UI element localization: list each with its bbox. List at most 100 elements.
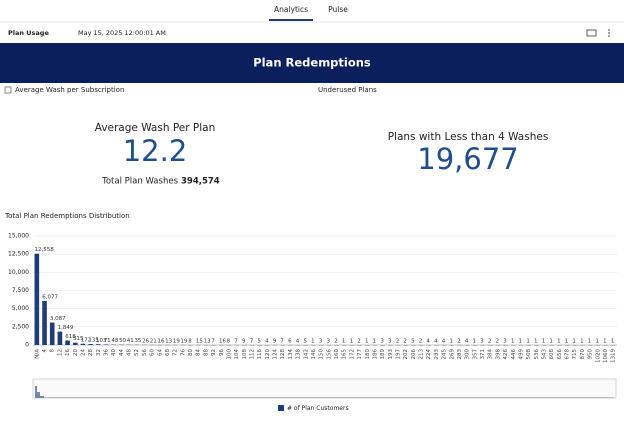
data-label: 6 — [288, 338, 292, 344]
data-label: 3 — [319, 338, 323, 344]
x-tick-label: 24 — [80, 349, 86, 356]
x-tick-label: N/A — [34, 349, 40, 359]
x-tick-label: 398 — [495, 349, 501, 360]
data-label: 2 — [396, 338, 400, 344]
x-tick-label: 543 — [542, 349, 548, 360]
data-label: 3 — [327, 338, 331, 344]
header-title: Plan Usage — [8, 29, 49, 37]
x-tick-label: 32 — [96, 349, 102, 356]
x-tick-label: 116 — [257, 349, 263, 360]
data-label: 13 — [165, 338, 172, 344]
data-label: 9 — [242, 338, 246, 344]
x-tick-label: 20 — [73, 349, 79, 356]
data-label: 618 — [65, 334, 76, 340]
data-label: 1 — [603, 338, 607, 344]
x-tick-label: 16 — [65, 349, 71, 356]
bar — [80, 343, 86, 345]
data-label: 1 — [572, 338, 576, 344]
data-label: 26 — [142, 338, 149, 344]
x-tick-label: 8 — [50, 349, 56, 353]
kpi-value: 19,677 — [417, 142, 518, 176]
section-title: Underused Plans — [318, 86, 377, 94]
y-tick-label: 2,500 — [12, 323, 29, 330]
x-tick-label: 371 — [480, 349, 486, 360]
range-navigator[interactable] — [32, 378, 617, 399]
data-label: 2 — [496, 338, 500, 344]
x-tick-label: 213 — [419, 349, 425, 360]
tab-underline — [269, 19, 313, 21]
x-tick-label: 189 — [380, 349, 386, 360]
x-tick-label: 56 — [142, 349, 148, 356]
x-tick-label: 44 — [119, 349, 125, 356]
data-label: 2 — [419, 338, 423, 344]
x-tick-label: 100 — [226, 349, 232, 360]
x-tick-label: 202 — [403, 349, 409, 360]
x-tick-label: 384 — [488, 349, 494, 360]
data-label: 1 — [595, 338, 599, 344]
data-label: 5 — [303, 338, 307, 344]
x-tick-label: 165 — [342, 349, 348, 360]
data-label: 19 — [173, 338, 180, 344]
y-tick-label: 7,500 — [12, 287, 29, 294]
x-tick-label: 950 — [588, 349, 594, 360]
data-label: 2 — [457, 338, 461, 344]
data-label: 3 — [480, 338, 484, 344]
kpi-sub-label: Total Plan Washes — [101, 177, 178, 187]
x-tick-label: 92 — [211, 349, 217, 356]
filter-icon[interactable] — [586, 29, 597, 37]
data-label: 1 — [549, 338, 553, 344]
bar — [96, 344, 101, 345]
x-tick-label: 28 — [88, 349, 94, 356]
data-label: 4 — [465, 338, 469, 344]
y-tick-label: 0 — [25, 342, 29, 349]
x-tick-label: 160 — [334, 349, 340, 360]
kpi-label: Average Wash Per Plan — [95, 122, 215, 134]
data-label: 172 — [81, 337, 92, 343]
kpi-label: Plans with Less than 4 Washes — [388, 131, 549, 143]
tab[interactable]: Analytics — [274, 5, 308, 14]
data-label: 8 — [188, 338, 192, 344]
data-label: 7 — [211, 338, 215, 344]
x-tick-label: 104 — [234, 349, 240, 360]
x-tick-label: 678 — [565, 349, 571, 360]
data-label: 315 — [73, 336, 84, 342]
legend-swatch — [278, 405, 284, 411]
data-label: 1 — [311, 338, 315, 344]
y-tick-label: 10,000 — [8, 269, 29, 276]
bar — [42, 300, 47, 345]
data-label: 21 — [150, 338, 157, 344]
data-label: 1 — [611, 338, 615, 344]
x-tick-label: 52 — [134, 349, 140, 356]
x-tick-label: 233 — [434, 349, 440, 360]
data-label: 1 — [519, 338, 523, 344]
data-label: 19 — [181, 338, 188, 344]
x-tick-label: 108 — [242, 349, 248, 360]
x-tick-label: 508 — [526, 349, 532, 360]
x-tick-label: 96 — [219, 349, 225, 356]
x-tick-label: 138 — [296, 349, 302, 360]
data-label: 7 — [234, 338, 238, 344]
data-label: 1 — [588, 338, 592, 344]
x-tick-label: 499 — [518, 349, 524, 360]
x-tick-label: 426 — [503, 349, 509, 360]
tab[interactable]: Pulse — [328, 5, 348, 14]
x-tick-label: 283 — [457, 349, 463, 360]
data-label: 16 — [219, 338, 226, 344]
x-tick-label: 156 — [326, 349, 332, 360]
data-label: 9 — [273, 338, 277, 344]
data-label: 3 — [380, 338, 384, 344]
header-timestamp: May 15, 2025 12:00:01 AM — [78, 29, 166, 37]
data-label: 71 — [104, 338, 111, 344]
x-tick-label: 88 — [203, 349, 209, 356]
x-tick-label: 4 — [42, 349, 48, 353]
x-tick-label: 142 — [303, 349, 309, 360]
data-label: 1 — [373, 338, 377, 344]
data-label: 5 — [411, 338, 415, 344]
data-label: 4 — [426, 338, 430, 344]
data-label: 1 — [449, 338, 453, 344]
x-tick-label: 1060 — [603, 349, 609, 363]
menu-icon[interactable] — [608, 29, 610, 37]
x-tick-label: 197 — [396, 349, 402, 360]
